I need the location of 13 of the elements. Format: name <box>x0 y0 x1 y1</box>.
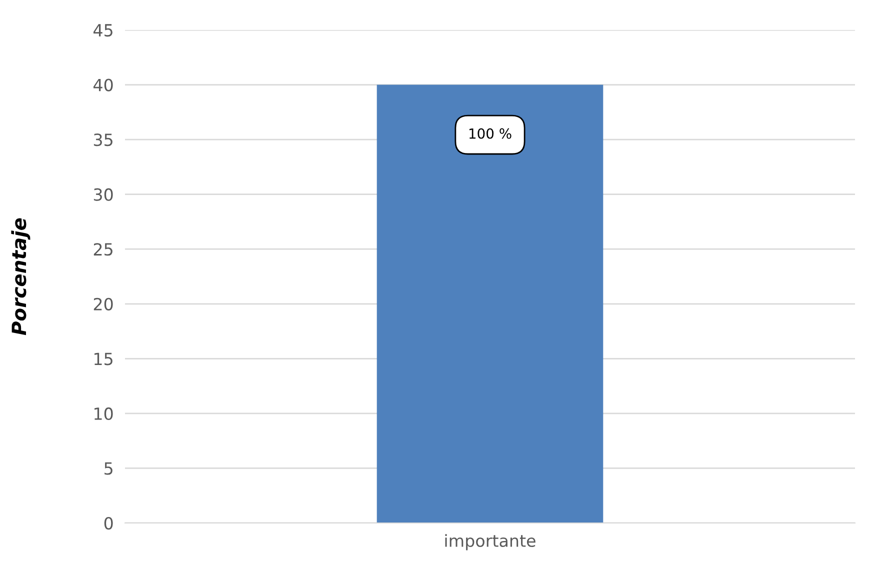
y-tick-label: 30 <box>94 188 113 201</box>
y-axis-title: Porcentaje <box>11 218 30 336</box>
x-tick-label: importante <box>445 534 536 550</box>
y-tick-label: 15 <box>94 352 112 366</box>
y-tick-label: 35 <box>94 134 112 146</box>
y-tick-label: 5 <box>104 462 112 475</box>
y-tick-label: 20 <box>94 298 113 310</box>
annotation: 100 % <box>469 128 512 139</box>
y-tick-label: 10 <box>94 407 113 420</box>
y-tick-label: 25 <box>94 243 112 256</box>
y-tick-label: 45 <box>93 24 112 37</box>
y-tick-label: 40 <box>93 78 113 92</box>
y-tick-label: 0 <box>104 516 113 530</box>
